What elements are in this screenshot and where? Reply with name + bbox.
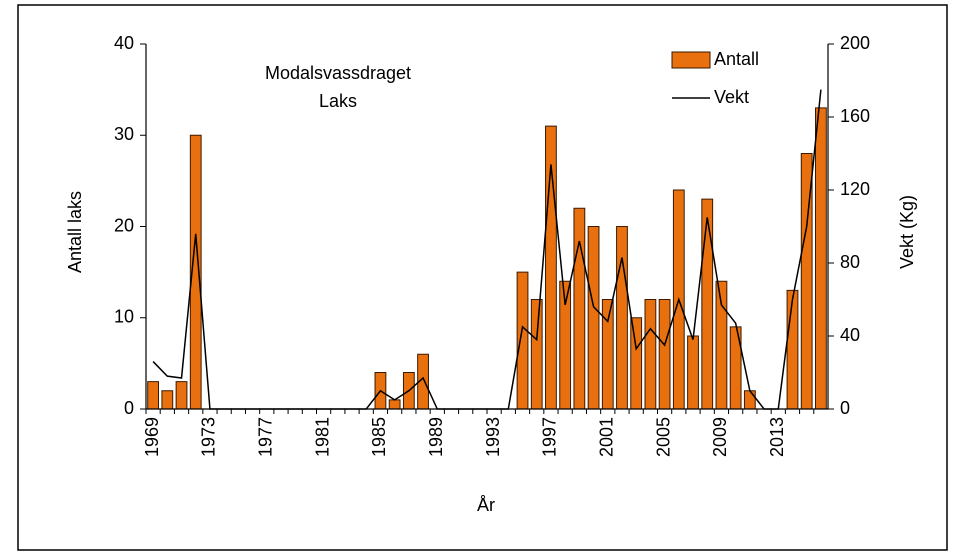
x-tick-label: 1997 (540, 417, 560, 457)
bar (687, 335, 699, 410)
bar (814, 107, 827, 410)
x-tick-label: 1989 (426, 417, 446, 457)
bar (601, 299, 614, 410)
x-tick-label: 1973 (199, 417, 219, 457)
bar (175, 381, 188, 410)
bar (161, 390, 174, 410)
x-tick-label: 1977 (256, 417, 276, 457)
bar (701, 198, 714, 410)
bar (530, 299, 543, 410)
y-axis-label: Antall laks (65, 191, 85, 273)
bar (616, 226, 628, 410)
chart-frame (17, 4, 948, 551)
y2-tick-label: 120 (840, 179, 870, 199)
bar (573, 207, 586, 410)
y-tick-label: 0 (124, 398, 134, 418)
y2-tick-label: 40 (840, 325, 860, 345)
legend-label: Vekt (714, 87, 749, 107)
bar (516, 271, 529, 410)
bar (786, 289, 799, 410)
bar (658, 299, 671, 410)
x-tick-label: 2001 (597, 417, 617, 457)
y2-tick-label: 0 (840, 398, 850, 418)
bar (388, 399, 401, 410)
bar (644, 299, 657, 410)
y2-tick-label: 80 (840, 252, 860, 272)
y-tick-label: 10 (114, 307, 134, 327)
legend-swatch (671, 51, 711, 69)
x-tick-label: 1993 (483, 417, 503, 457)
y2-axis-label: Vekt (Kg) (897, 195, 917, 269)
x-tick-label: 2009 (710, 417, 730, 457)
legend-label: Antall (714, 49, 759, 69)
y-tick-label: 30 (114, 124, 134, 144)
y2-tick-label: 160 (840, 106, 870, 126)
y-tick-label: 20 (114, 215, 134, 235)
bar (630, 317, 643, 410)
x-axis-label: År (477, 495, 495, 515)
bar (587, 226, 600, 410)
y-tick-label: 40 (114, 33, 134, 53)
bar (147, 381, 160, 410)
x-tick-label: 1985 (369, 417, 389, 457)
bar (743, 390, 756, 410)
x-tick-label: 1981 (312, 417, 332, 457)
x-tick-label: 1969 (142, 417, 162, 457)
x-tick-label: 2013 (767, 417, 787, 457)
chart-title: Modalsvassdraget (265, 63, 411, 83)
x-tick-label: 2005 (653, 417, 673, 457)
y2-tick-label: 200 (840, 33, 870, 53)
chart-subtitle: Laks (319, 91, 357, 111)
